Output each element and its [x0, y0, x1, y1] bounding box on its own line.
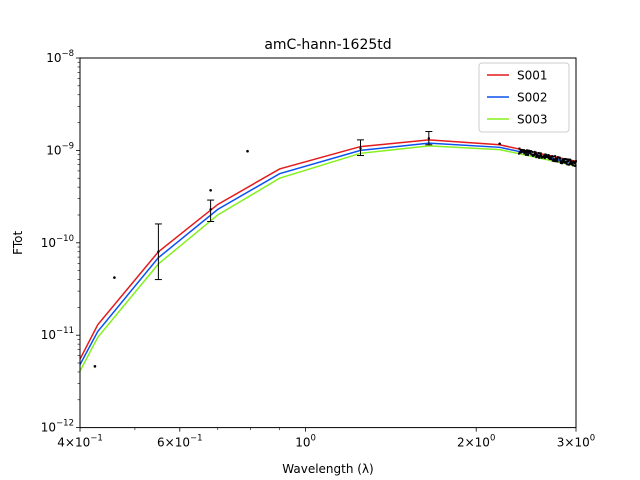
spectral-point [518, 147, 521, 150]
spectral-point [560, 160, 563, 163]
spectral-point [562, 159, 565, 162]
chart-title: amC-hann-1625td [264, 37, 391, 53]
x-axis-label: Wavelength (λ) [282, 462, 373, 476]
spectral-point [572, 164, 575, 167]
spectral-point [554, 157, 557, 160]
legend-label-s001: S001 [517, 69, 548, 83]
spectral-point [539, 152, 542, 155]
x-axis: 4×10−1 6×10−1 100 2×100 3×100 [57, 427, 595, 450]
spectral-point [559, 157, 562, 160]
spectral-point [564, 160, 567, 163]
spectral-point [566, 163, 569, 166]
legend-box [478, 62, 570, 133]
spectral-point [519, 151, 522, 154]
x-tick-label: 6×10−1 [157, 434, 203, 450]
spectral-point [533, 150, 536, 153]
spectral-point [522, 149, 525, 152]
x-tick-label: 4×10−1 [57, 434, 103, 450]
spectral-point [539, 153, 542, 156]
y-tick-label: 10−12 [41, 419, 74, 435]
spectral-point [520, 150, 523, 153]
spectral-point [567, 160, 570, 163]
legend-label-s002: S002 [517, 91, 548, 105]
plot-area [79, 131, 577, 372]
y-tick-label: 10−8 [46, 49, 74, 65]
legend: S001 S002 S003 [478, 62, 570, 133]
spectral-point [554, 155, 557, 158]
spectral-point [523, 151, 526, 154]
spectral-point [538, 156, 541, 159]
spectral-point [552, 158, 555, 161]
spectral-point [537, 151, 540, 154]
spectral-point [542, 156, 545, 159]
spectral-point [561, 161, 564, 164]
y-tick-label: 10−11 [41, 326, 74, 342]
y-axis-label: FTot [11, 230, 25, 254]
spectral-point [543, 157, 546, 160]
spectral-point [520, 151, 523, 154]
error-bar-point [157, 250, 160, 253]
error-bar-point [427, 137, 431, 140]
spectral-point [527, 153, 530, 156]
legend-label-s003: S003 [517, 113, 548, 127]
observation-point [113, 276, 116, 279]
spectral-point [524, 153, 527, 156]
spectral-point [568, 162, 571, 165]
spectral-point [547, 153, 550, 156]
spectral-point [570, 160, 573, 163]
spectral-point [533, 154, 536, 157]
error-bar-point [209, 208, 212, 211]
spectral-point [545, 153, 548, 156]
y-axis: 10−12 10−11 10−10 10−9 10−8 [41, 49, 80, 435]
observation-point [246, 149, 249, 153]
x-tick-label: 2×100 [457, 434, 495, 450]
spectral-point [529, 151, 532, 154]
spectral-point [534, 151, 537, 154]
spectral-point [555, 160, 558, 163]
spectral-point [556, 157, 559, 160]
x-tick-label: 3×100 [557, 434, 595, 450]
spectral-point [519, 148, 522, 151]
spectral-point [573, 162, 576, 165]
spectral-point [547, 155, 550, 158]
error-bar-point [359, 147, 362, 150]
spectral-point [569, 158, 572, 161]
spectral-point [561, 162, 564, 165]
spectral-point [538, 155, 541, 158]
spectral-point [550, 157, 553, 160]
y-tick-label: 10−10 [41, 234, 74, 250]
series-line-s001 [79, 139, 577, 360]
y-tick-label: 10−9 [46, 141, 74, 157]
spectral-point [536, 154, 539, 157]
observation-point [498, 142, 501, 146]
spectral-point [535, 156, 538, 159]
spectral-point [552, 155, 555, 158]
spectral-point [531, 150, 534, 153]
spectral-point [525, 151, 528, 154]
series-line-s002 [79, 142, 577, 366]
spectral-point [529, 150, 532, 153]
spectral-point [535, 155, 538, 158]
spectral-point [543, 154, 546, 157]
spectral-point [525, 150, 528, 153]
spectral-point [565, 160, 568, 163]
spectral-point [527, 149, 530, 152]
observation-point [93, 365, 97, 368]
spectral-point [565, 158, 568, 161]
spectral-point [526, 150, 529, 153]
spectral-point [549, 156, 552, 159]
spectral-point [563, 157, 566, 160]
spectral-point [556, 160, 559, 163]
x-tick-label: 100 [295, 434, 316, 450]
spectral-point [571, 163, 574, 166]
spectral-point [518, 152, 521, 155]
series-line-s003 [79, 145, 577, 372]
spectral-point [573, 161, 576, 164]
observation-point [209, 188, 212, 192]
